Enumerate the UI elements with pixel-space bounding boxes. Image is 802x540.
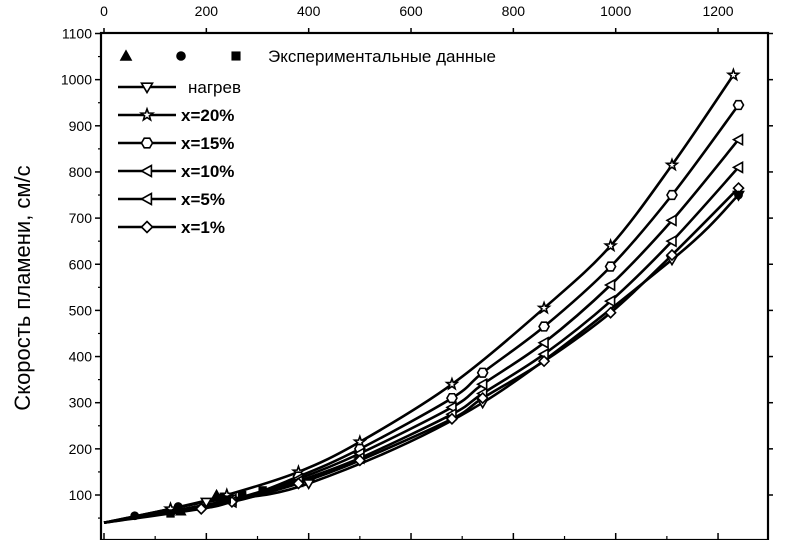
series-line: [103, 194, 740, 524]
data-point: [664, 157, 680, 172]
experimental-point: [166, 509, 175, 518]
data-point: [603, 278, 616, 292]
data-point: [199, 497, 213, 509]
data-point: [604, 306, 617, 319]
data-point: [665, 248, 679, 262]
y-tick-label: 1100: [62, 26, 92, 42]
y-tick-label: 700: [69, 210, 93, 226]
x-tick-label: 1000: [600, 3, 631, 19]
experimental-point: [173, 502, 183, 511]
series-line: [103, 138, 740, 524]
x-tick-label: 400: [297, 3, 321, 19]
x-tick-label: 600: [399, 3, 423, 19]
data-point: [537, 355, 551, 368]
data-point: [476, 367, 489, 378]
series-line: [103, 187, 740, 524]
data-point: [603, 237, 619, 253]
legend-label: x=10%: [181, 162, 234, 181]
data-point: [732, 99, 745, 111]
plot-frame: [99, 31, 770, 540]
x-tick-label: 800: [502, 3, 526, 19]
legend-experimental-marker: [176, 51, 186, 61]
x-tick-label: 200: [195, 3, 219, 19]
experimental-point: [258, 486, 267, 495]
legend-marker: [139, 164, 153, 178]
experimental-point: [734, 190, 743, 200]
data-point: [302, 479, 316, 491]
data-point: [665, 234, 677, 248]
data-point: [604, 261, 617, 272]
y-tick-label: 1000: [61, 72, 92, 88]
legend-label: нагрев: [188, 78, 241, 97]
axis-ticks: 0 200 400 600 800 1000 1200 100 200 300 400 500 600 7…: [61, 3, 773, 540]
data-point: [353, 454, 366, 467]
data-point: [536, 300, 552, 315]
data-point: [445, 412, 459, 425]
legend-experimental-marker: [119, 49, 133, 61]
experimental-point: [222, 495, 231, 504]
legend-marker: [140, 220, 154, 234]
x-tick-label: 1200: [702, 3, 733, 19]
data-point: [195, 502, 208, 515]
data-point: [666, 189, 678, 201]
legend-experimental-label: Экспериментальные данные: [268, 47, 496, 66]
data-point: [444, 376, 460, 391]
data-point: [476, 391, 489, 405]
data-point: [731, 133, 744, 147]
legend-label: x=15%: [181, 134, 234, 153]
experimental-points: [130, 190, 743, 521]
data-point: [665, 214, 677, 227]
legend-marker: [140, 82, 154, 95]
y-tick-label: 200: [69, 441, 93, 457]
legend-label: x=1%: [181, 218, 225, 237]
y-tick-label: 300: [69, 395, 93, 411]
data-point: [603, 294, 616, 308]
series-markers: [163, 67, 745, 516]
data-point: [446, 392, 458, 404]
y-tick-label: 500: [69, 302, 93, 318]
data-point: [476, 377, 488, 391]
data-point: [725, 67, 741, 82]
legend-label: x=5%: [181, 190, 225, 209]
y-tick-label: 800: [69, 164, 93, 180]
legend-marker: [140, 137, 154, 149]
legend-label: x=20%: [181, 106, 234, 125]
data-point: [537, 336, 549, 350]
legend-marker: [138, 106, 156, 122]
data-point: [292, 477, 305, 490]
y-tick-label: 900: [69, 118, 93, 134]
experimental-point: [237, 490, 247, 500]
y-tick-label: 600: [69, 256, 93, 272]
legend-experimental-marker: [231, 51, 241, 61]
y-axis-title: Скорость пламени, см/с: [10, 165, 35, 410]
experimental-point: [130, 511, 140, 521]
legend: Экспериментальные данные нагрев x=20% x=15%…: [118, 47, 496, 237]
y-tick-label: 100: [69, 487, 93, 503]
y-tick-label: 400: [69, 349, 93, 365]
data-point: [538, 321, 550, 332]
legend-marker: [139, 192, 153, 206]
data-point: [731, 160, 744, 174]
x-tick-label: 0: [100, 3, 108, 19]
